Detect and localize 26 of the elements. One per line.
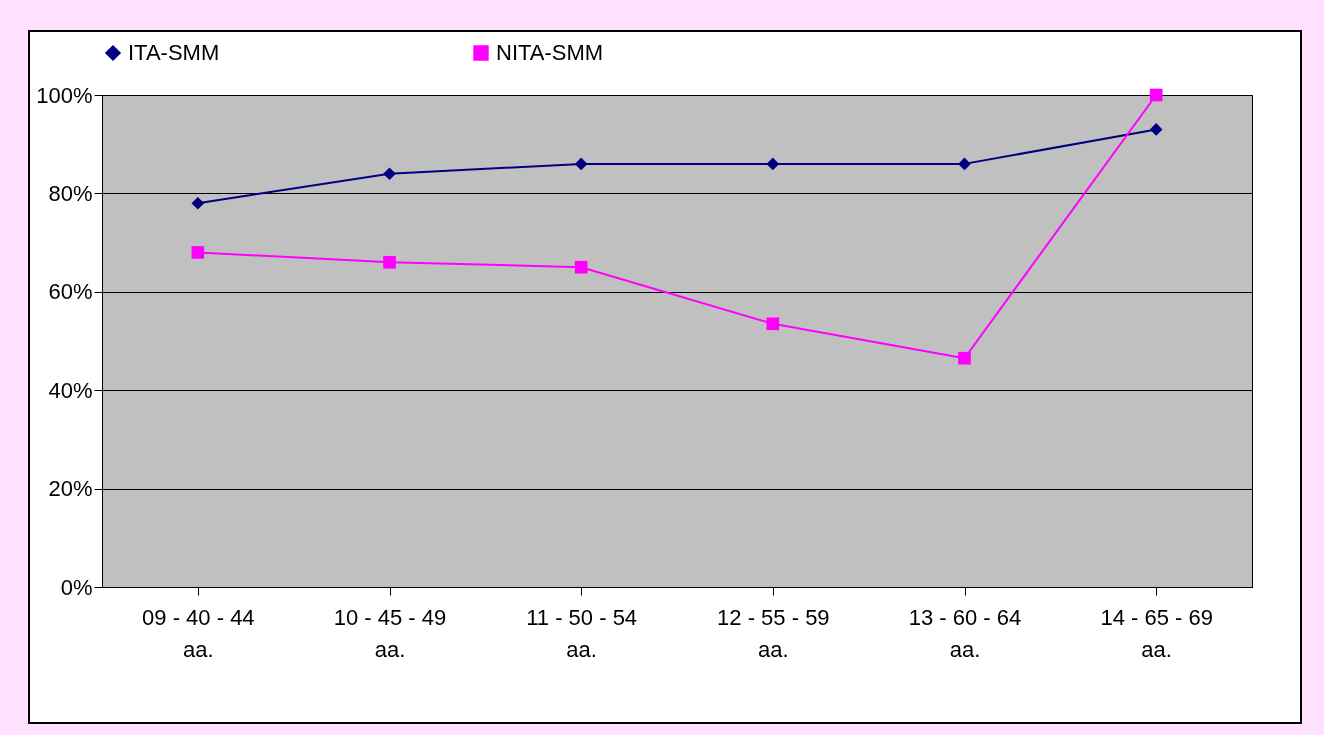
y-tick-label: 100% — [36, 82, 93, 108]
point — [191, 196, 205, 210]
point — [191, 246, 205, 259]
x-tick-label: 11 - 50 - 54 aa. — [526, 604, 638, 662]
point — [383, 167, 396, 181]
point — [1149, 88, 1163, 102]
point — [383, 255, 396, 269]
point — [766, 157, 780, 171]
y-tick-label: 80% — [48, 180, 93, 206]
y-tick-label: 20% — [48, 476, 93, 502]
x-tick-label: 14 - 65 - 69 aa. — [1100, 604, 1213, 662]
point — [958, 157, 971, 171]
legend-label: ITA-SMM — [128, 40, 220, 65]
point — [1149, 123, 1163, 136]
point — [766, 317, 780, 331]
point — [574, 157, 588, 171]
y-tick-label: 60% — [48, 279, 93, 305]
y-tick-label: 40% — [48, 377, 93, 403]
x-tick-label: 12 - 55 - 59 aa. — [717, 604, 830, 662]
point — [958, 351, 971, 365]
x-tick-label: 09 - 40 - 44 aa. — [142, 604, 255, 662]
legend-label: NITA-SMM — [496, 40, 604, 65]
point — [574, 260, 588, 274]
y-tick-label: 0% — [60, 574, 93, 600]
x-tick-label: 10 - 45 - 49 aa. — [333, 604, 447, 662]
x-tick-label: 13 - 60 - 64 aa. — [908, 604, 1022, 662]
